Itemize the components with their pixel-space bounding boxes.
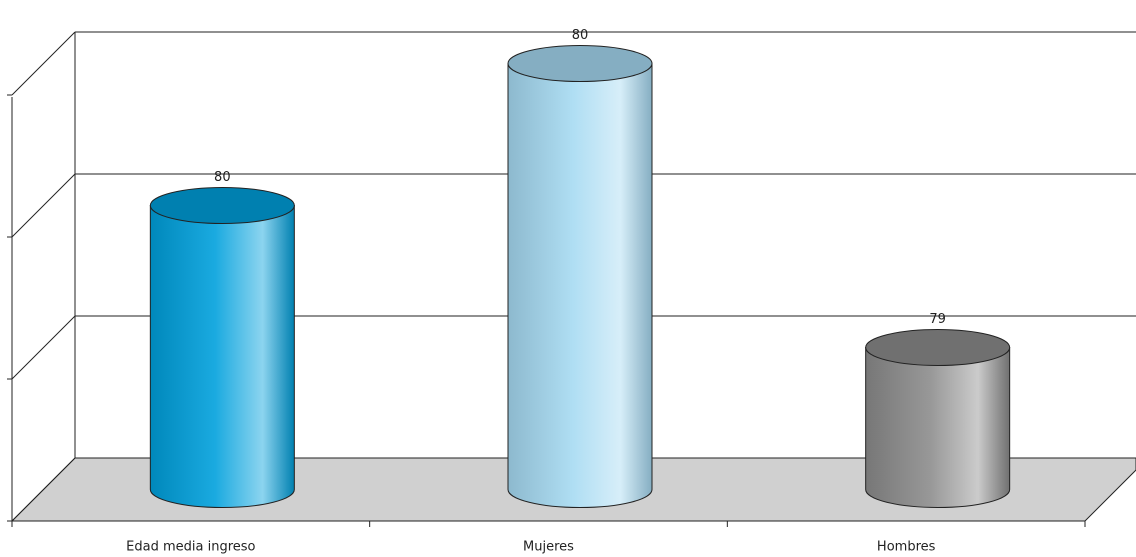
bar [865, 347, 1011, 509]
x-tick-label: Hombres [877, 540, 936, 555]
x-tick-label: Edad media ingreso [126, 540, 255, 555]
value-label: 80 [572, 28, 589, 43]
side-grid-line [11, 173, 76, 238]
x-tick-label: Mujeres [523, 540, 574, 555]
bar [149, 205, 295, 508]
bar [507, 63, 653, 508]
bar-top [149, 187, 295, 224]
side-grid-line [11, 315, 76, 380]
bar-top [865, 329, 1011, 366]
side-grid-line [11, 31, 76, 96]
value-label: 80 [214, 170, 231, 185]
value-label: 79 [929, 312, 946, 327]
side-grid-line [11, 457, 76, 522]
bar-top [507, 45, 653, 82]
